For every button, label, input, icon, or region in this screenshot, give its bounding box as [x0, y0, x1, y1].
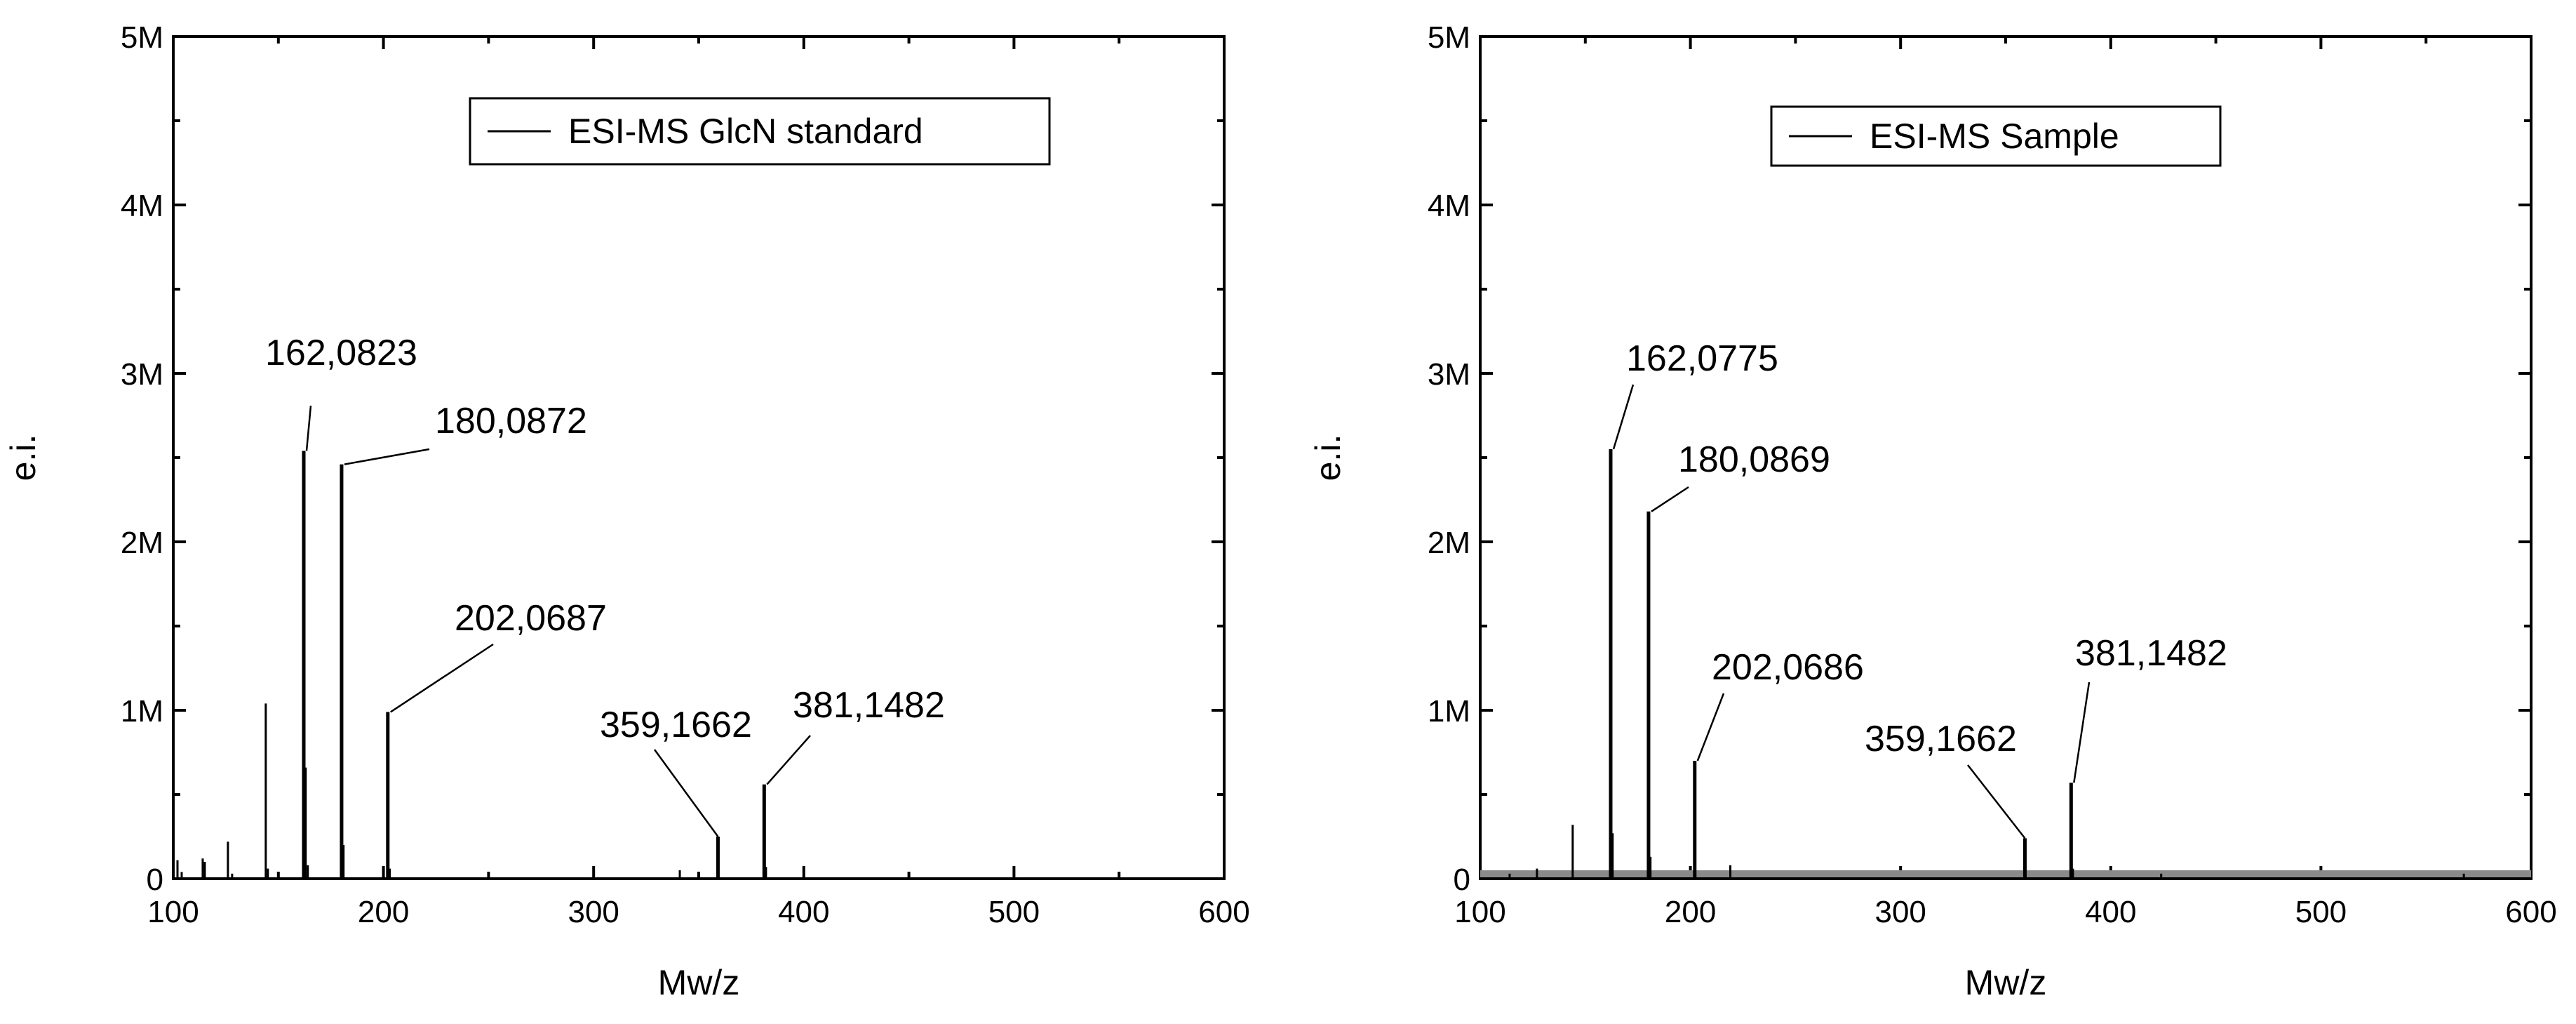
peak-annotation: 381,1482: [2075, 633, 2227, 674]
legend-label: ESI-MS GlcN standard: [568, 112, 923, 151]
annotation-leader-line: [1612, 384, 1635, 450]
y-axis-label: e.i.: [1308, 434, 1348, 481]
annotation-leader-line: [1967, 764, 2026, 839]
peak-annotation: 162,0775: [1626, 338, 1778, 379]
peak-annotation: 162,0823: [265, 333, 417, 373]
x-tick-label: 100: [147, 895, 199, 929]
y-tick-label: 5M: [1428, 20, 1470, 55]
x-tick-label: 400: [778, 895, 829, 929]
x-tick-label: 400: [2085, 895, 2136, 929]
annotation-leader-line: [1696, 693, 1725, 762]
y-tick-label: 0: [1454, 863, 1470, 897]
annotation-leader-line: [2073, 681, 2091, 783]
x-axis-label: Mw/z: [1965, 963, 2047, 1002]
y-tick-label: 3M: [121, 357, 163, 392]
x-tick-label: 600: [1198, 895, 1249, 929]
peak-annotation: 359,1662: [600, 705, 752, 745]
annotation-leader-line: [390, 643, 494, 713]
y-tick-label: 3M: [1428, 357, 1470, 392]
x-tick-label: 300: [568, 895, 619, 929]
chart-panel-1: 100 200 300 400 500 600 0 1M 2M 3M 4M 5M Mw/z e.i. ESI…: [4, 20, 1250, 1002]
y-tick-label: 1M: [1428, 694, 1470, 729]
baseline-band: [1480, 870, 2531, 877]
x-tick-label: 300: [1874, 895, 1926, 929]
peak-annotation: 180,0869: [1678, 439, 1830, 480]
peak-annotation: 202,0686: [1712, 647, 1864, 688]
y-tick-label: 5M: [121, 20, 163, 55]
peak-annotation: 359,1662: [1865, 719, 2017, 759]
x-tick-label: 600: [2505, 895, 2556, 929]
x-tick-label: 100: [1454, 895, 1505, 929]
legend-box: [469, 97, 1051, 166]
legend-label: ESI-MS Sample: [1870, 117, 2119, 156]
y-tick-label: 4M: [1428, 189, 1470, 223]
x-axis-label: Mw/z: [658, 963, 740, 1002]
x-tick-label: 200: [358, 895, 409, 929]
annotation-leader-line: [653, 749, 719, 837]
annotation-leader-line: [1651, 486, 1689, 512]
annotation-leader-line: [344, 448, 430, 465]
peak-annotation: 202,0687: [455, 598, 607, 639]
peak-annotation: 381,1482: [793, 685, 945, 726]
y-tick-label: 1M: [121, 694, 163, 729]
x-tick-label: 500: [2295, 895, 2347, 929]
y-tick-label: 4M: [121, 189, 163, 223]
y-tick-label: 2M: [1428, 526, 1470, 560]
x-tick-label: 500: [988, 895, 1040, 929]
peak-annotation: 180,0872: [435, 401, 587, 441]
annotation-leader-line: [766, 735, 811, 785]
y-tick-label: 2M: [121, 526, 163, 560]
y-axis-label: e.i.: [4, 434, 43, 481]
x-tick-label: 200: [1665, 895, 1716, 929]
chart-panel-2: 100 200 300 400 500 600 0 1M 2M 3M 4M 5M Mw/z e.i. ESI…: [1308, 20, 2557, 1002]
y-tick-label: 0: [147, 863, 163, 897]
annotation-leader-line: [305, 405, 312, 451]
